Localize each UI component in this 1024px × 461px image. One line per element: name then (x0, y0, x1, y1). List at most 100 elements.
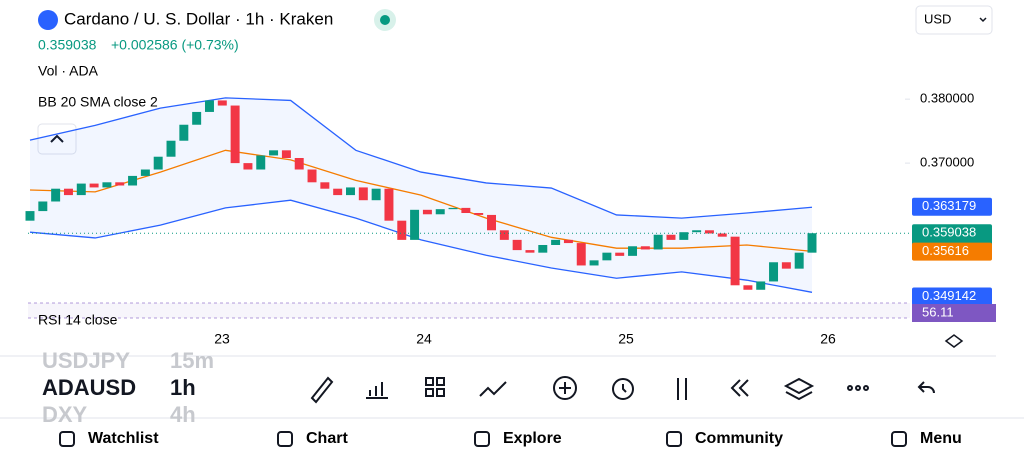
candle (435, 209, 445, 215)
bb-middle (29, 149, 813, 253)
price-badge (912, 287, 992, 306)
currency[interactable]: USD (924, 11, 951, 26)
nav-icon[interactable] (474, 431, 490, 447)
candle (51, 188, 61, 202)
symbol-switcher[interactable]: USDJPY 15m ADAUSD 1h DXY 4h (42, 348, 214, 427)
candle (704, 230, 714, 234)
plot: 0.3800000.3700000.3631790.35903815:320.3… (25, 91, 992, 306)
candle (422, 209, 432, 215)
candle (551, 239, 561, 245)
price-badge (912, 242, 992, 261)
nav-item[interactable]: Chart (306, 430, 348, 447)
candle (281, 150, 291, 158)
rsi-value: 56.11 (922, 304, 954, 319)
candle (128, 175, 138, 186)
candle (679, 232, 689, 240)
candle (243, 163, 253, 170)
candle (666, 234, 676, 240)
price-badge (912, 197, 992, 216)
bb-lower (29, 199, 813, 293)
interval[interactable]: 15m (170, 348, 214, 373)
candle (602, 252, 612, 261)
nav-item[interactable]: Menu (920, 430, 962, 447)
rsi-label: RSI 14 close (38, 312, 118, 328)
currency-select[interactable] (915, 5, 993, 35)
symbol[interactable]: DXY (42, 402, 88, 427)
candle (230, 105, 240, 164)
symbol-title: Cardano / U. S. Dollar · 1h · Kraken (64, 9, 333, 28)
x-tick-label: 26 (820, 331, 836, 347)
candle (115, 182, 125, 186)
x-tick-label: 24 (416, 331, 432, 347)
candle (525, 250, 535, 253)
nav-icon[interactable] (277, 431, 293, 447)
indicator-label: BB 20 SMA close 2 (38, 94, 158, 110)
undo-tool[interactable] (917, 381, 935, 394)
coin-icon (38, 10, 58, 30)
candle (192, 111, 202, 125)
candle (320, 182, 330, 189)
alert-tool[interactable] (612, 378, 634, 400)
price-badge-label: 0.35616 (922, 243, 969, 258)
add-tool[interactable] (553, 376, 577, 400)
rsi-badge (912, 304, 996, 322)
symbol[interactable]: ADAUSD (42, 375, 136, 400)
candle (640, 246, 650, 250)
candle (333, 188, 343, 196)
layers-tool[interactable] (783, 377, 815, 401)
candle (307, 169, 317, 183)
nav-icon[interactable] (891, 431, 907, 447)
draw-tool[interactable] (310, 376, 334, 404)
candle (781, 262, 791, 269)
candle (140, 169, 150, 176)
candle (692, 230, 702, 233)
candle (576, 243, 586, 266)
x-tick-label: 23 (214, 331, 230, 347)
compare-tool[interactable] (479, 381, 507, 397)
candle (63, 188, 73, 196)
volume-label: Vol · ADA (38, 63, 99, 79)
candle (563, 239, 573, 244)
candle (589, 260, 599, 266)
candle (756, 281, 766, 290)
layout-tool[interactable] (425, 377, 434, 386)
candle (358, 187, 368, 201)
candle (807, 233, 817, 253)
price-change: +0.002586 (+0.73%) (111, 37, 239, 53)
candle (397, 220, 407, 240)
nav-item[interactable]: Explore (503, 430, 562, 447)
candle (410, 209, 420, 240)
candle (461, 207, 471, 214)
candle (346, 187, 355, 196)
candle (384, 188, 394, 221)
candle (102, 182, 112, 188)
candle (179, 124, 189, 141)
candle (717, 233, 727, 237)
candle (294, 157, 304, 170)
candle (269, 150, 279, 156)
more-tool[interactable] (847, 385, 853, 391)
symbol[interactable]: USDJPY (42, 348, 130, 373)
nav-item[interactable]: Watchlist (88, 430, 159, 447)
replay-tool[interactable] (730, 379, 749, 397)
candle (204, 100, 214, 112)
indicators-tool[interactable] (366, 382, 388, 399)
price-badge-label: 0.359038 (922, 225, 976, 240)
bb-upper (29, 97, 813, 219)
nav-item[interactable]: Community (695, 430, 783, 447)
interval[interactable]: 4h (170, 402, 196, 427)
settings-icon[interactable] (944, 334, 964, 348)
y-tick-label: 0.380000 (920, 91, 974, 106)
chart-type-tool[interactable] (677, 378, 687, 400)
candle (487, 214, 496, 231)
chevron (979, 17, 987, 23)
candle (166, 140, 176, 157)
nav-icon[interactable] (59, 431, 75, 447)
interval[interactable]: 1h (170, 375, 196, 400)
collapse-icon (50, 134, 64, 143)
candle (25, 211, 35, 221)
candle (730, 236, 740, 286)
nav-icon[interactable] (666, 431, 682, 447)
candle (448, 207, 458, 210)
